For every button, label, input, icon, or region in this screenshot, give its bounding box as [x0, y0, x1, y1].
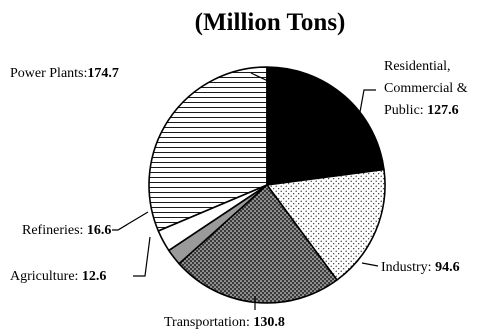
leader-line-agriculture — [133, 236, 151, 277]
leader-line-industry — [361, 262, 379, 267]
pie-slices — [148, 66, 386, 304]
leader-lines — [112, 72, 379, 310]
leader-line-power-plants — [250, 72, 301, 97]
pie-slice-refineries — [157, 184, 268, 252]
label-refineries: Refineries: 16.6 — [22, 223, 111, 238]
pie-slice-residential-commercial-public — [266, 66, 385, 186]
label-transportation: Transportation: 130.8 — [164, 315, 285, 330]
pie-slice-power-plants — [148, 66, 268, 232]
label-agriculture: Agriculture: 12.6 — [10, 269, 106, 284]
chart-title: (Million Tons) — [195, 9, 346, 36]
label-residential: Residential, Commercial & Public: 127.6 — [384, 59, 471, 118]
label-industry: Industry: 94.6 — [381, 260, 460, 275]
label-power-plants: Power Plants:174.7 — [10, 66, 119, 81]
leader-line-refineries — [112, 211, 149, 231]
leader-line-residential — [359, 89, 376, 113]
pie-slice-industry — [266, 168, 386, 281]
